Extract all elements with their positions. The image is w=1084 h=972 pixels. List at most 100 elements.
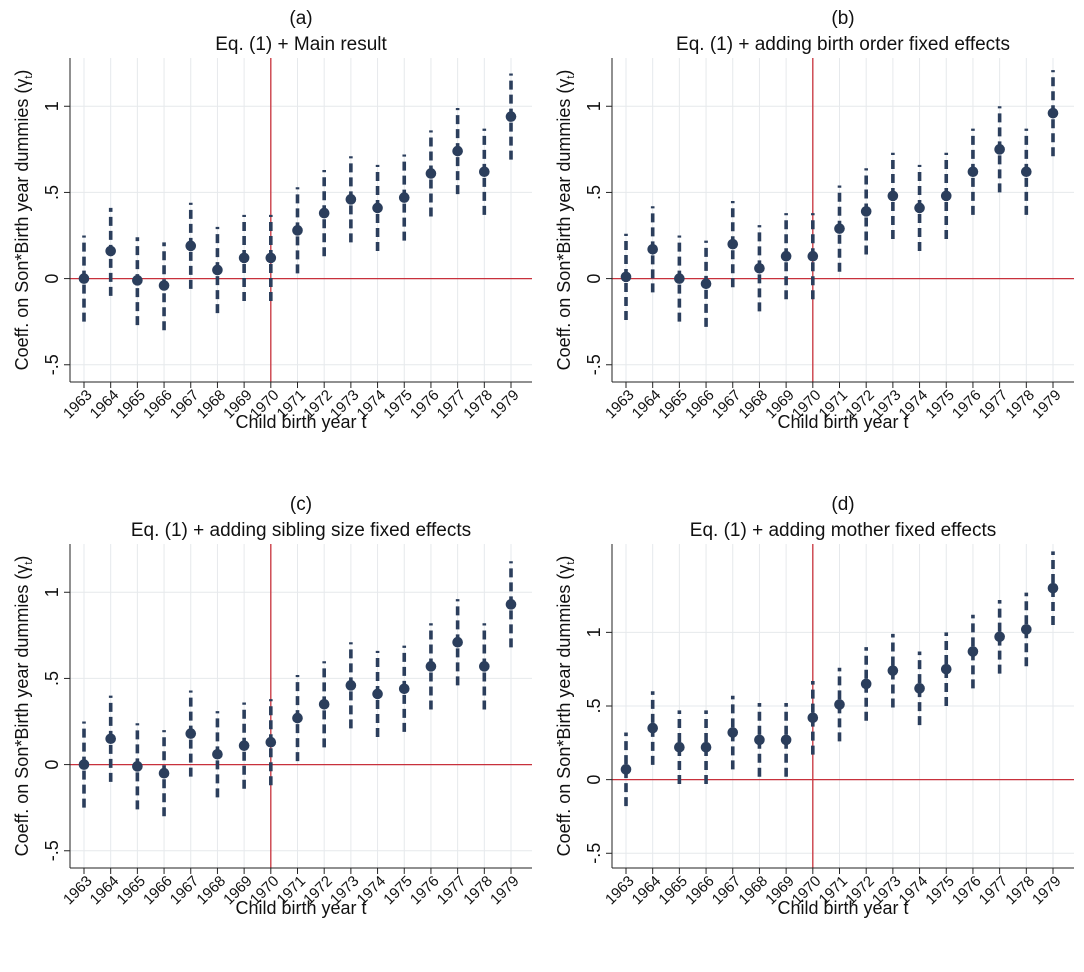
y-tick-label: .5 <box>42 671 62 686</box>
x-tick-label: 1966 <box>682 873 718 909</box>
y-tick-label: 1 <box>42 101 62 111</box>
y-axis-title-close: ) <box>554 556 574 562</box>
point-estimate <box>425 661 437 672</box>
y-axis-title-subscript: t <box>23 562 35 565</box>
y-tick-label: 1 <box>584 101 604 111</box>
point-estimate <box>967 646 979 657</box>
point-estimate <box>1047 582 1059 594</box>
point-estimate <box>1021 624 1032 635</box>
chart-title: Eq. (1) + Main result <box>215 34 387 55</box>
y-axis-title-main: Coeff. on Son*Birth year dummies (γ <box>554 79 574 371</box>
x-tick-label: 1965 <box>655 873 691 909</box>
y-axis-title: Coeff. on Son*Birth year dummies (γt) <box>554 70 577 371</box>
point-estimate <box>700 278 712 290</box>
point-estimate <box>78 759 90 770</box>
point-estimate <box>834 699 845 710</box>
point-estimate <box>265 252 277 264</box>
panel-label: (c) <box>290 494 312 515</box>
x-axis-title: Child birth year t <box>235 412 366 432</box>
x-tick-label: 1975 <box>922 873 958 909</box>
y-tick-label: -.5 <box>584 843 604 864</box>
y-tick-label: -.5 <box>42 840 62 861</box>
point-estimate <box>292 225 303 236</box>
point-estimate <box>647 243 658 255</box>
x-tick-label: 1966 <box>140 873 176 909</box>
x-tick-label: 1976 <box>407 387 443 423</box>
point-estimate <box>914 683 925 694</box>
x-tick-label: 1968 <box>735 873 771 909</box>
grid <box>70 58 532 382</box>
grid <box>70 544 532 868</box>
point-estimate <box>994 631 1005 643</box>
point-estimate <box>158 280 170 291</box>
x-tick-label: 1967 <box>709 387 745 423</box>
y-axis-title: Coeff. on Son*Birth year dummies (γt) <box>12 556 35 857</box>
x-tick-label: 1968 <box>193 387 229 423</box>
point-estimate <box>505 599 517 610</box>
x-tick-label: 1979 <box>487 873 523 909</box>
point-estimate <box>860 678 872 690</box>
point-estimate <box>620 764 632 775</box>
point-estimate <box>185 240 197 252</box>
point-estimate <box>238 252 250 264</box>
y-tick-label: -.5 <box>42 354 62 375</box>
x-tick-label: 1963 <box>60 873 96 909</box>
y-tick-label: -.5 <box>584 354 604 375</box>
point-estimate <box>398 683 410 695</box>
point-estimate <box>754 734 765 746</box>
x-tick-label: 1965 <box>113 873 149 909</box>
point-estimate <box>887 190 899 202</box>
chart-svg: -.50.51196319641965196619671968196919701… <box>12 8 532 432</box>
point-estimate <box>505 111 517 122</box>
point-estimate <box>674 741 685 753</box>
point-estimate <box>452 145 463 157</box>
y-axis-title-main: Coeff. on Son*Birth year dummies (γ <box>12 79 32 371</box>
point-estimate <box>479 166 490 178</box>
y-axis-title-subscript: t <box>23 76 35 79</box>
point-estimate <box>345 680 357 691</box>
point-estimate <box>425 168 437 179</box>
point-estimate <box>1021 166 1032 178</box>
x-tick-label: 1963 <box>602 873 638 909</box>
panel-label: (b) <box>831 8 854 29</box>
point-estimate <box>967 166 979 178</box>
chart-title: Eq. (1) + adding sibling size fixed effe… <box>131 520 471 541</box>
point-estimate <box>158 767 170 779</box>
point-estimate <box>940 190 952 202</box>
x-tick-label: 1975 <box>380 387 416 423</box>
x-tick-label: 1967 <box>167 387 203 423</box>
point-estimate <box>212 748 223 760</box>
y-tick-label: .5 <box>42 185 62 200</box>
point-estimate <box>860 206 872 217</box>
point-estimate <box>780 250 792 262</box>
point-estimate <box>345 194 357 205</box>
point-estimate <box>212 264 223 276</box>
point-estimate <box>940 663 952 675</box>
x-axis-title: Child birth year t <box>235 898 366 918</box>
point-estimate <box>1047 107 1059 119</box>
y-tick-label: 1 <box>42 587 62 597</box>
chart-title: Eq. (1) + adding mother fixed effects <box>690 520 996 541</box>
panel-label: (d) <box>831 494 854 515</box>
x-tick-label: 1966 <box>140 387 176 423</box>
x-tick-label: 1968 <box>735 387 771 423</box>
panel-a: -.5 0.5 1 1963 1964 1965 1966 1967 1968 1969 1970 1… <box>0 0 542 486</box>
x-tick-label: 1965 <box>113 387 149 423</box>
x-tick-label: 1967 <box>709 873 745 909</box>
x-tick-label: 1968 <box>193 873 229 909</box>
y-axis-title: Coeff. on Son*Birth year dummies (γt) <box>12 70 35 371</box>
y-tick-label: 0 <box>584 775 604 785</box>
grid <box>612 58 1074 382</box>
y-axis-title-close: ) <box>12 556 32 562</box>
point-estimate <box>185 728 197 739</box>
point-estimate <box>700 741 712 753</box>
point-estimate <box>994 144 1005 155</box>
x-tick-label: 1964 <box>629 387 665 423</box>
x-tick-label: 1977 <box>976 873 1012 909</box>
point-estimate <box>452 636 463 648</box>
point-estimate <box>754 262 765 274</box>
y-axis-title-subscript: t <box>565 76 577 79</box>
x-tick-label: 1979 <box>487 387 523 423</box>
point-estimate <box>780 734 792 746</box>
